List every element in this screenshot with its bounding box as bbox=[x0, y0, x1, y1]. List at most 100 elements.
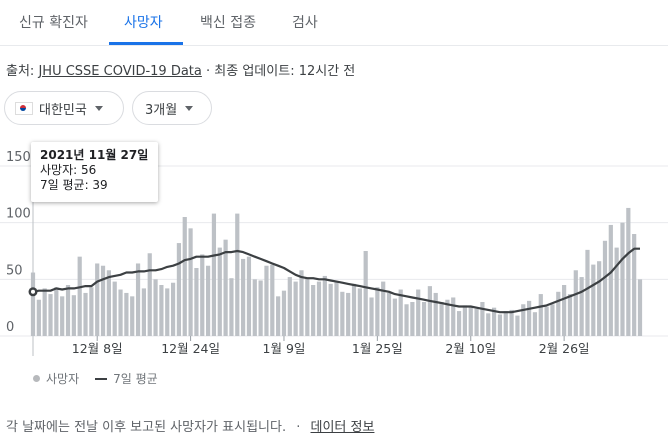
footer-note: 각 날짜에는 전날 이후 보고된 사망자가 표시됩니다. · 데이터 정보 bbox=[6, 416, 374, 435]
bar bbox=[60, 296, 65, 336]
bar bbox=[456, 311, 462, 336]
bar bbox=[340, 291, 345, 336]
tooltip-deaths: 사망자: 56 bbox=[40, 163, 97, 177]
bar bbox=[328, 283, 333, 336]
bar bbox=[626, 207, 631, 336]
tab-vaccinations[interactable]: 백신 접종 bbox=[200, 15, 256, 31]
bar bbox=[287, 277, 292, 336]
bar bbox=[100, 265, 106, 336]
region-label: 대한민국 bbox=[39, 102, 87, 118]
tab-tests[interactable]: 검사 bbox=[292, 15, 318, 31]
bar bbox=[486, 313, 491, 336]
bar bbox=[83, 292, 88, 336]
bar bbox=[410, 302, 415, 336]
bar bbox=[141, 288, 146, 336]
footer-separator: · bbox=[296, 420, 301, 435]
source-link[interactable]: JHU CSSE COVID-19 Data bbox=[38, 64, 202, 79]
bar bbox=[316, 281, 322, 336]
bar bbox=[521, 304, 526, 336]
bar bbox=[363, 251, 368, 336]
bar bbox=[95, 263, 100, 336]
y-tick-label: 150 bbox=[6, 150, 31, 165]
bar bbox=[474, 308, 479, 336]
deaths-chart[interactable]: 0 50 100 150 12월 8일 12월 24일 1월 9일 1월 25일 2월 10일 2… bbox=[0, 0, 668, 365]
chevron-down-icon bbox=[94, 105, 103, 111]
bar bbox=[30, 272, 36, 336]
footer-text: 각 날짜에는 전날 이후 보고된 사망자가 표시됩니다. bbox=[6, 420, 287, 435]
bar bbox=[544, 306, 549, 336]
bar bbox=[299, 270, 304, 336]
x-tick-label: 1월 25일 bbox=[352, 341, 403, 356]
bar bbox=[165, 288, 170, 336]
bar bbox=[77, 256, 82, 336]
bar bbox=[71, 295, 76, 336]
bar bbox=[527, 300, 532, 336]
bar bbox=[562, 285, 567, 336]
tab-deaths[interactable]: 사망자 bbox=[124, 15, 163, 31]
bar bbox=[556, 291, 561, 336]
bar bbox=[346, 292, 351, 336]
tab-new-cases[interactable]: 신규 확진자 bbox=[19, 15, 88, 31]
legend-line-label: 7일 평균 bbox=[113, 372, 158, 386]
bar bbox=[509, 309, 514, 336]
bar bbox=[386, 292, 392, 336]
region-dropdown[interactable]: 대한민국 bbox=[4, 91, 124, 125]
x-tick-label: 12월 24일 bbox=[161, 341, 220, 356]
korea-flag-icon bbox=[15, 101, 33, 115]
source-separator: · bbox=[206, 64, 211, 79]
bar bbox=[217, 247, 222, 336]
tooltip-average: 7일 평균: 39 bbox=[40, 178, 108, 192]
bar bbox=[468, 306, 473, 336]
y-tick-label: 50 bbox=[6, 263, 23, 278]
bar bbox=[322, 275, 327, 336]
bar bbox=[445, 299, 450, 336]
bar bbox=[369, 297, 374, 336]
y-tick-label: 0 bbox=[6, 320, 14, 335]
bar bbox=[614, 247, 619, 336]
bar bbox=[632, 234, 637, 336]
bar bbox=[293, 281, 298, 336]
bar bbox=[357, 288, 362, 336]
bar bbox=[258, 280, 263, 336]
bar bbox=[427, 286, 432, 336]
bar bbox=[276, 296, 281, 336]
tooltip-date: 2021년 11월 27일 bbox=[40, 148, 149, 162]
bar bbox=[579, 277, 584, 336]
chart-legend: 사망자 7일 평균 bbox=[33, 370, 158, 387]
bar bbox=[118, 289, 123, 336]
legend-bars-label: 사망자 bbox=[46, 372, 80, 386]
bar bbox=[252, 279, 257, 336]
bar bbox=[637, 279, 643, 336]
bar bbox=[130, 296, 135, 336]
bar bbox=[381, 281, 386, 336]
bar bbox=[433, 292, 438, 336]
data-info-link[interactable]: 데이터 정보 bbox=[310, 420, 375, 435]
bar bbox=[515, 315, 520, 336]
bar bbox=[200, 254, 205, 336]
bar bbox=[264, 265, 269, 336]
bar bbox=[538, 294, 543, 336]
bar bbox=[188, 228, 193, 336]
x-tick-label: 2월 10일 bbox=[445, 341, 496, 356]
bar bbox=[48, 294, 53, 336]
bar bbox=[503, 311, 508, 336]
bar bbox=[176, 243, 182, 336]
bar bbox=[205, 265, 211, 336]
bar bbox=[305, 278, 310, 336]
bar bbox=[620, 222, 625, 336]
bar bbox=[36, 299, 41, 336]
bar bbox=[404, 304, 409, 336]
bar bbox=[602, 240, 608, 336]
period-dropdown[interactable]: 3개월 bbox=[132, 91, 212, 125]
bar bbox=[497, 314, 503, 336]
bar bbox=[153, 279, 158, 336]
x-tick-label: 2월 26일 bbox=[539, 341, 590, 356]
bar bbox=[135, 263, 141, 336]
bar bbox=[281, 290, 287, 336]
bar bbox=[421, 302, 427, 336]
bar bbox=[375, 287, 380, 336]
bar bbox=[241, 258, 246, 336]
bar bbox=[608, 224, 613, 336]
chart-tooltip: 2021년 11월 27일 사망자: 56 7일 평균: 39 bbox=[31, 142, 158, 202]
source-prefix: 출처: bbox=[6, 64, 35, 79]
